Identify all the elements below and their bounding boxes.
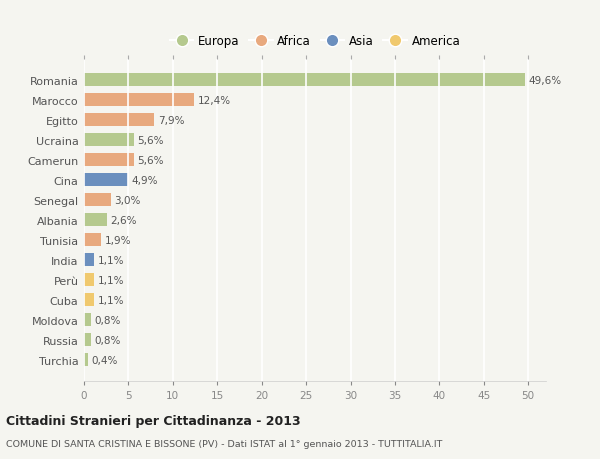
Bar	[84, 214, 107, 227]
Text: 0,8%: 0,8%	[95, 335, 121, 345]
Bar	[84, 94, 194, 107]
Text: 0,4%: 0,4%	[91, 355, 118, 365]
Text: 1,1%: 1,1%	[97, 295, 124, 305]
Text: 2,6%: 2,6%	[110, 215, 137, 225]
Bar	[84, 234, 101, 247]
Bar	[84, 114, 154, 127]
Legend: Europa, Africa, Asia, America: Europa, Africa, Asia, America	[165, 30, 465, 53]
Bar	[84, 294, 94, 307]
Text: 5,6%: 5,6%	[137, 156, 164, 166]
Bar	[84, 134, 134, 147]
Bar	[84, 254, 94, 267]
Bar	[84, 74, 524, 87]
Bar	[84, 194, 110, 207]
Bar	[84, 334, 91, 347]
Text: 0,8%: 0,8%	[95, 315, 121, 325]
Bar	[84, 154, 134, 167]
Text: 1,1%: 1,1%	[97, 255, 124, 265]
Bar	[84, 353, 88, 366]
Bar	[84, 274, 94, 286]
Text: 1,1%: 1,1%	[97, 275, 124, 285]
Text: Cittadini Stranieri per Cittadinanza - 2013: Cittadini Stranieri per Cittadinanza - 2…	[6, 414, 301, 428]
Text: 7,9%: 7,9%	[158, 116, 184, 126]
Text: 12,4%: 12,4%	[198, 96, 231, 106]
Text: 5,6%: 5,6%	[137, 135, 164, 146]
Text: 1,9%: 1,9%	[104, 235, 131, 245]
Text: COMUNE DI SANTA CRISTINA E BISSONE (PV) - Dati ISTAT al 1° gennaio 2013 - TUTTIT: COMUNE DI SANTA CRISTINA E BISSONE (PV) …	[6, 439, 442, 448]
Text: 3,0%: 3,0%	[114, 196, 140, 205]
Text: 4,9%: 4,9%	[131, 175, 158, 185]
Text: 49,6%: 49,6%	[528, 76, 562, 86]
Bar	[84, 313, 91, 326]
Bar	[84, 174, 128, 187]
